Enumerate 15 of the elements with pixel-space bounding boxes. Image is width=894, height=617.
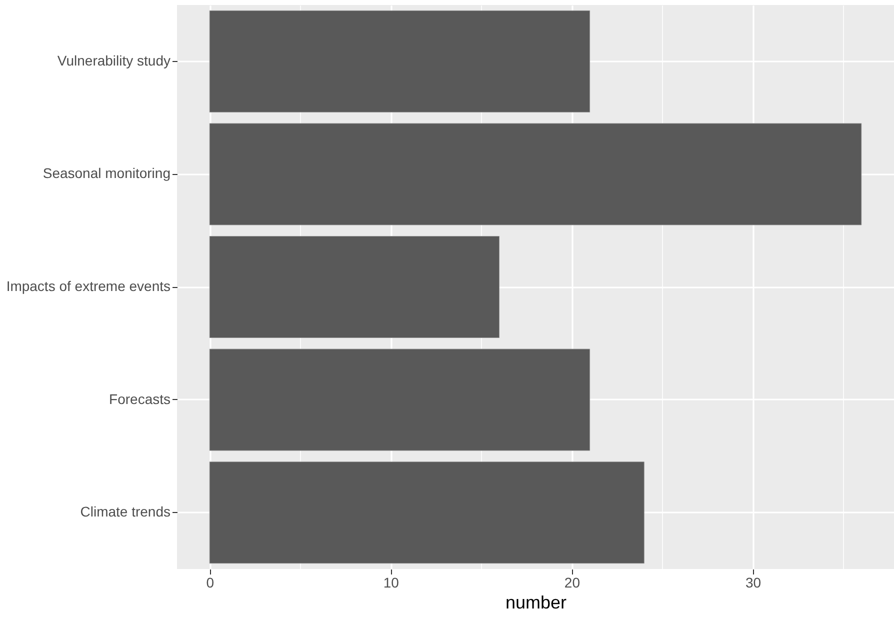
x-tick-label: 0 bbox=[206, 574, 214, 590]
y-tick-label: Vulnerability study bbox=[57, 52, 170, 68]
x-axis-title: number bbox=[505, 592, 567, 612]
x-tick-label: 20 bbox=[564, 574, 580, 590]
y-tick-label: Climate trends bbox=[80, 504, 170, 520]
bar bbox=[209, 236, 500, 338]
bar bbox=[209, 348, 590, 451]
bar bbox=[209, 462, 644, 564]
x-tick-label: 10 bbox=[383, 574, 400, 590]
y-tick-label: Impacts of extreme events bbox=[6, 278, 170, 294]
y-tick-label: Forecasts bbox=[109, 390, 170, 407]
y-tick-label: Seasonal monitoring bbox=[42, 165, 170, 182]
bar bbox=[209, 10, 590, 112]
x-tick-label: 30 bbox=[745, 574, 762, 590]
bar bbox=[209, 123, 862, 226]
